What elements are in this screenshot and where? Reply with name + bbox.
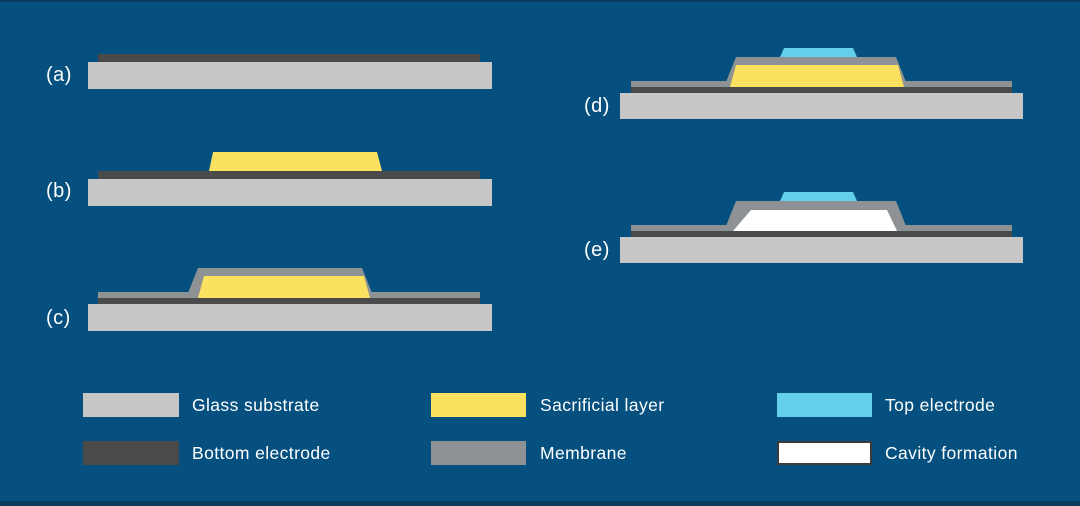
legend-label: Top electrode bbox=[885, 395, 996, 415]
cavity-layer bbox=[733, 210, 897, 231]
bottom-electrode-layer bbox=[98, 171, 480, 179]
bottom-electrode-layer bbox=[98, 54, 480, 62]
legend-item-membrane: Membrane bbox=[431, 441, 761, 465]
step-b-label: (b) bbox=[46, 180, 72, 202]
bottom-electrode-swatch bbox=[83, 441, 179, 465]
glass-substrate-layer bbox=[620, 93, 1023, 119]
step-a-label: (a) bbox=[46, 64, 72, 86]
glass-substrate-swatch bbox=[83, 393, 179, 417]
legend-item-bottom-electrode: Bottom electrode bbox=[83, 441, 413, 465]
sacrificial-layer bbox=[198, 276, 370, 298]
step-e-label: (e) bbox=[584, 239, 610, 261]
membrane-swatch bbox=[431, 441, 526, 465]
glass-substrate-layer bbox=[88, 304, 492, 331]
legend-item-glass-substrate: Glass substrate bbox=[83, 393, 413, 417]
top-border bbox=[0, 0, 1080, 2]
legend-label: Bottom electrode bbox=[192, 443, 331, 463]
top-electrode-layer bbox=[780, 192, 857, 201]
legend-label: Membrane bbox=[540, 443, 627, 463]
glass-substrate-layer bbox=[88, 62, 492, 89]
step-c-label: (c) bbox=[46, 307, 71, 329]
glass-substrate-layer bbox=[88, 179, 492, 206]
sacrificial-layer bbox=[209, 152, 382, 171]
top-electrode-swatch bbox=[777, 393, 872, 417]
legend-item-sacrificial-layer: Sacrificial layer bbox=[431, 393, 761, 417]
bottom-border bbox=[0, 501, 1080, 506]
legend-item-cavity-formation: Cavity formation bbox=[777, 441, 1077, 465]
top-electrode-layer bbox=[780, 48, 857, 57]
legend-label: Glass substrate bbox=[192, 395, 320, 415]
legend-label: Sacrificial layer bbox=[540, 395, 665, 415]
sacrificial-layer-swatch bbox=[431, 393, 526, 417]
step-d-label: (d) bbox=[584, 95, 610, 117]
sacrificial-layer bbox=[730, 65, 904, 87]
legend-item-top-electrode: Top electrode bbox=[777, 393, 1077, 417]
cavity-formation-swatch bbox=[777, 441, 872, 465]
glass-substrate-layer bbox=[620, 237, 1023, 263]
legend-label: Cavity formation bbox=[885, 443, 1018, 463]
